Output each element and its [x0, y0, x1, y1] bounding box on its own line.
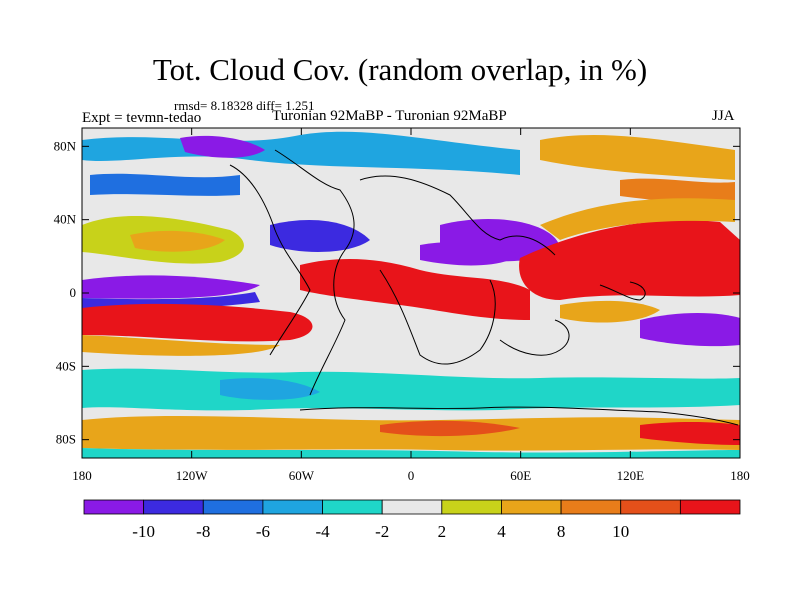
x-tick-label: 0: [408, 468, 415, 483]
eurasia-coast: [359, 175, 556, 256]
colorbar: -10 -8 -6 -4 -2 2 4 8 10: [83, 499, 741, 541]
colorbar-swatch: [83, 499, 145, 515]
tropical-orange-east: [540, 198, 735, 240]
equatorial-purple-west: [82, 275, 260, 299]
americas-east-coast: [274, 149, 355, 396]
colorbar-swatch: [143, 499, 204, 515]
season-label: JJA: [712, 108, 735, 124]
x-tick-label: 180: [72, 468, 92, 483]
north-pacific-orange: [130, 230, 225, 252]
colorbar-swatch: [322, 499, 383, 515]
colorbar-label: 4: [497, 522, 506, 541]
antarctic-red-patch: [380, 420, 520, 437]
y-tick-label: 0: [70, 285, 77, 300]
tethys-purple: [420, 242, 520, 266]
map-title: Tot. Cloud Cov. (random overlap, in %): [152, 52, 648, 87]
north-atlantic-blue: [270, 220, 370, 252]
colorbar-swatch: [560, 499, 622, 515]
tropical-red-central: [300, 258, 530, 320]
rmsd-diff-stats: rmsd= 8.18328 diff= 1.251: [174, 98, 315, 113]
africa-coast: [379, 269, 496, 365]
colorbar-swatch: [202, 499, 264, 515]
colorbar-label: 10: [612, 522, 629, 541]
arctic-dark-orange-patch: [620, 178, 735, 203]
x-tick-label: 120E: [617, 468, 645, 483]
southern-ocean-blue: [220, 378, 320, 400]
y-tick-label: 80N: [54, 138, 77, 153]
arctic-purple-patch: [180, 135, 265, 158]
continent-outlines: [229, 149, 739, 426]
colorbar-swatch: [262, 499, 323, 515]
tropical-red-east: [519, 220, 740, 300]
x-tick-label: 60E: [510, 468, 531, 483]
tropical-red-west: [82, 303, 313, 342]
arctic-orange-patch: [540, 134, 735, 180]
arctic-blue-band: [90, 173, 240, 196]
comparison-label: Turonian 92MaBP - Turonian 92MaBP: [272, 108, 507, 124]
colorbar-swatch: [441, 499, 502, 515]
colorbar-label: -8: [196, 522, 210, 541]
x-tick-label: 180: [730, 468, 750, 483]
latitude-axis: 80N 40N 0 40S 80S: [54, 138, 740, 447]
antarctica-coast: [299, 406, 739, 426]
colorbar-label: -4: [315, 522, 330, 541]
colorbar-label: -2: [375, 522, 389, 541]
south-pacific-orange: [82, 335, 280, 356]
cloud-difference-field: [82, 128, 740, 458]
colorbar-swatch: [381, 499, 443, 515]
colorbar-label: 8: [557, 522, 566, 541]
longitude-axis: 180 120W 60W 0 60E 120E 180: [72, 128, 750, 483]
colorbar-swatch: [679, 499, 741, 515]
antarctic-red-east: [640, 421, 740, 445]
colorbar-label: -6: [256, 522, 270, 541]
y-tick-label: 40N: [54, 212, 77, 227]
colorbar-label: 2: [438, 522, 447, 541]
south-indian-purple: [640, 313, 740, 347]
y-tick-label: 40S: [56, 358, 76, 373]
colorbar-label: -10: [132, 522, 155, 541]
india-madagascar-coast: [499, 319, 570, 356]
south-indian-orange: [560, 300, 660, 323]
experiment-label: Expt = tevmn-tedao: [82, 110, 202, 126]
y-tick-label: 80S: [56, 432, 76, 447]
colorbar-swatch: [501, 499, 562, 515]
x-tick-label: 60W: [289, 468, 315, 483]
colorbar-swatch: [620, 499, 681, 515]
australia-coast: [599, 281, 646, 301]
x-tick-label: 120W: [176, 468, 209, 483]
americas-west-coast: [229, 164, 311, 356]
